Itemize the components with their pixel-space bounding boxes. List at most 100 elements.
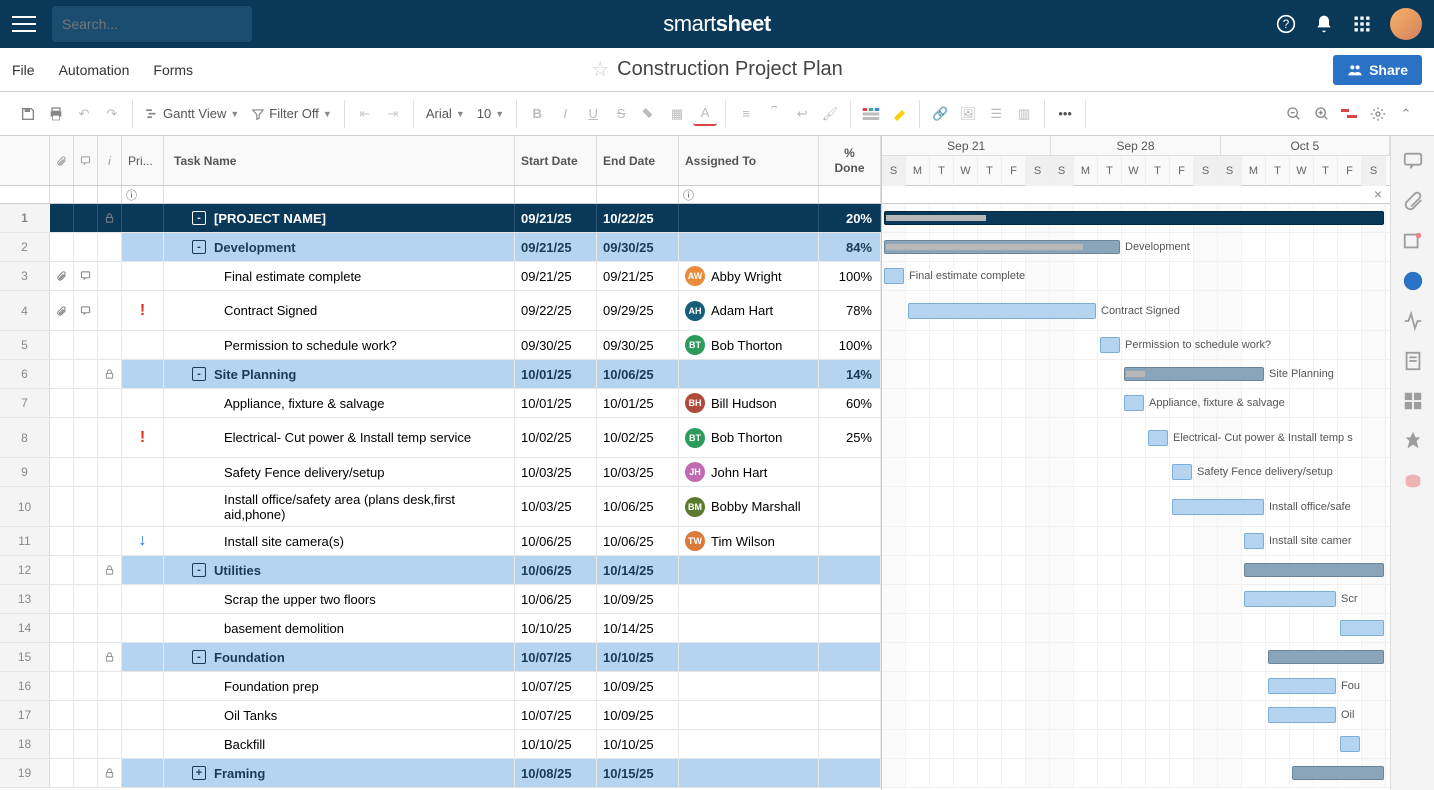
gantt-bar[interactable]: Install site camer (1244, 533, 1264, 549)
gantt-bar[interactable] (1340, 736, 1360, 752)
wrap-icon[interactable]: ↩ (790, 102, 814, 126)
grid-row[interactable]: 1-[PROJECT NAME]09/21/2510/22/2520% (0, 204, 881, 233)
strikethrough-icon[interactable]: S (609, 102, 633, 126)
gantt-bar[interactable] (1340, 620, 1384, 636)
grid-row[interactable]: 17Oil Tanks10/07/2510/09/25 (0, 701, 881, 730)
assigned-header[interactable]: Assigned To (679, 136, 819, 185)
grid-row[interactable]: 14basement demolition10/10/2510/14/25 (0, 614, 881, 643)
proofs-icon[interactable] (1402, 230, 1424, 252)
gantt-bar[interactable]: Development (884, 240, 1120, 254)
done-header[interactable]: %Done (819, 136, 881, 185)
workapps-icon[interactable] (1402, 390, 1424, 412)
comment-header[interactable] (74, 136, 98, 185)
conversations-icon[interactable] (1402, 150, 1424, 172)
grid-row[interactable]: 4!Contract Signed09/22/2509/29/25AHAdam … (0, 291, 881, 331)
pin-icon[interactable] (1402, 430, 1424, 452)
collapse-toggle[interactable]: - (192, 650, 206, 664)
collapse-toggle[interactable]: - (192, 240, 206, 254)
grid-row[interactable]: 3Final estimate complete09/21/2509/21/25… (0, 262, 881, 291)
row-icon[interactable]: ☰ (984, 102, 1008, 126)
image-icon[interactable]: 🖼 (956, 102, 980, 126)
collapse-toggle[interactable]: - (192, 367, 206, 381)
publish-icon[interactable] (1402, 270, 1424, 292)
filter-dropdown[interactable]: Filter Off ▼ (247, 104, 336, 123)
close-gantt-icon[interactable]: × (1374, 186, 1382, 202)
align-left-icon[interactable]: ≡ (734, 102, 758, 126)
brandfolder-icon[interactable] (1402, 470, 1424, 492)
gantt-bar[interactable]: Appliance, fixture & salvage (1124, 395, 1144, 411)
underline-icon[interactable]: U (581, 102, 605, 126)
grid-row[interactable]: 10Install office/safety area (plans desk… (0, 487, 881, 527)
gantt-bar[interactable] (1292, 766, 1384, 780)
gantt-bar[interactable]: Scr (1244, 591, 1336, 607)
share-button[interactable]: Share (1333, 55, 1422, 85)
settings-gear-icon[interactable] (1366, 102, 1390, 126)
summary-icon[interactable] (1402, 350, 1424, 372)
gantt-bar[interactable]: Electrical- Cut power & Install temp s (1148, 430, 1168, 446)
grid-row[interactable]: 11↓Install site camera(s)10/06/2510/06/2… (0, 527, 881, 556)
grid-row[interactable]: 15-Foundation10/07/2510/10/25 (0, 643, 881, 672)
indent-icon[interactable]: ⇥ (381, 102, 405, 126)
menu-item-file[interactable]: File (12, 62, 35, 78)
grid-row[interactable]: 9Safety Fence delivery/setup10/03/2510/0… (0, 458, 881, 487)
search-input[interactable] (62, 16, 243, 32)
menu-item-automation[interactable]: Automation (59, 62, 130, 78)
gantt-bar[interactable] (1268, 650, 1384, 664)
link-icon[interactable]: 🔗 (928, 102, 952, 126)
grid-row[interactable]: 18Backfill10/10/2510/10/25 (0, 730, 881, 759)
help-icon[interactable]: ? (1276, 14, 1296, 34)
menu-item-forms[interactable]: Forms (153, 62, 193, 78)
gantt-bar[interactable]: Site Planning (1124, 367, 1264, 381)
critical-path-icon[interactable] (1338, 102, 1362, 126)
apps-grid-icon[interactable] (1352, 14, 1372, 34)
task-name-header[interactable]: Task Name (164, 136, 515, 185)
attachments-icon[interactable] (1402, 190, 1424, 212)
zoom-in-icon[interactable] (1310, 102, 1334, 126)
collapse-toggle[interactable]: + (192, 766, 206, 780)
user-avatar[interactable] (1390, 8, 1422, 40)
fill-color-icon[interactable] (637, 102, 661, 126)
gantt-bar[interactable] (884, 211, 1384, 225)
more-icon[interactable]: ••• (1053, 102, 1077, 126)
gantt-bar[interactable]: Install office/safe (1172, 499, 1264, 515)
format-paint-icon[interactable]: 🖌 (818, 102, 842, 126)
grid-row[interactable]: 13Scrap the upper two floors10/06/2510/0… (0, 585, 881, 614)
gantt-bar[interactable]: Final estimate complete (884, 268, 904, 284)
border-icon[interactable]: ▦ (665, 102, 689, 126)
end-date-header[interactable]: End Date (597, 136, 679, 185)
grid-row[interactable]: 6-Site Planning10/01/2510/06/2514% (0, 360, 881, 389)
info-header[interactable]: i (98, 136, 122, 185)
align-top-icon[interactable]: ⎴ (762, 102, 786, 126)
activity-icon[interactable] (1402, 310, 1424, 332)
view-dropdown[interactable]: Gantt View ▼ (141, 104, 243, 123)
priority-header[interactable]: Pri... (122, 136, 164, 185)
fontsize-dropdown[interactable]: 10▼ (473, 104, 508, 123)
collapse-toggle[interactable]: - (192, 563, 206, 577)
redo-icon[interactable]: ↷ (100, 102, 124, 126)
italic-icon[interactable]: I (553, 102, 577, 126)
font-dropdown[interactable]: Arial▼ (422, 104, 469, 123)
text-color-icon[interactable]: A (693, 102, 717, 126)
collapse-panel-icon[interactable]: ⌃ (1394, 102, 1418, 126)
bell-icon[interactable] (1314, 14, 1334, 34)
gantt-bar[interactable]: Contract Signed (908, 303, 1096, 319)
zoom-out-icon[interactable] (1282, 102, 1306, 126)
print-icon[interactable] (44, 102, 68, 126)
save-icon[interactable] (16, 102, 40, 126)
highlight-icon[interactable] (887, 102, 911, 126)
gantt-bar[interactable]: Oil (1268, 707, 1336, 723)
menu-hamburger-icon[interactable] (12, 12, 36, 36)
outdent-icon[interactable]: ⇤ (353, 102, 377, 126)
conditional-format-icon[interactable] (859, 102, 883, 126)
grid-row[interactable]: 16Foundation prep10/07/2510/09/25 (0, 672, 881, 701)
grid-row[interactable]: 8!Electrical- Cut power & Install temp s… (0, 418, 881, 458)
bold-icon[interactable]: B (525, 102, 549, 126)
start-date-header[interactable]: Start Date (515, 136, 597, 185)
grid-row[interactable]: 12-Utilities10/06/2510/14/25 (0, 556, 881, 585)
gantt-bar[interactable]: Permission to schedule work? (1100, 337, 1120, 353)
grid-row[interactable]: 2-Development09/21/2509/30/2584% (0, 233, 881, 262)
attachment-header[interactable] (50, 136, 74, 185)
gantt-bar[interactable]: Safety Fence delivery/setup (1172, 464, 1192, 480)
star-icon[interactable]: ☆ (591, 57, 609, 82)
search-input-container[interactable] (52, 6, 252, 42)
